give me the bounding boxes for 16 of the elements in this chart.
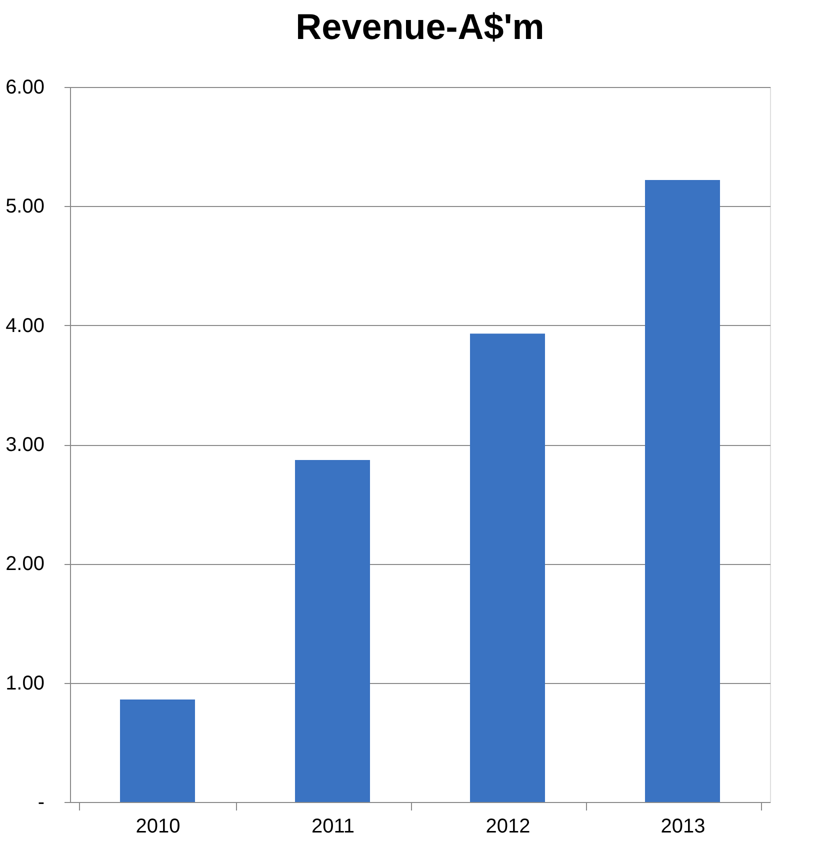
x-tick-label: 2010 bbox=[136, 816, 180, 838]
bar bbox=[120, 700, 195, 802]
chart-title: Revenue-A$'m bbox=[296, 6, 544, 47]
bar bbox=[645, 180, 720, 802]
x-tick-label: 2013 bbox=[660, 816, 706, 838]
x-tick-label: 2012 bbox=[486, 816, 530, 838]
y-tick-label: 3.00 bbox=[6, 434, 44, 456]
y-tick-label: 5.00 bbox=[6, 196, 44, 218]
bar bbox=[470, 334, 545, 802]
y-tick-label: 2.00 bbox=[6, 553, 44, 576]
bar bbox=[295, 460, 370, 802]
y-tick-label: 1.00 bbox=[6, 672, 44, 694]
y-tick-label: 6.00 bbox=[6, 76, 44, 98]
x-tick-label: 2011 bbox=[311, 816, 355, 838]
y-tick-label: - bbox=[38, 792, 44, 814]
y-tick-label: 4.00 bbox=[6, 314, 44, 337]
